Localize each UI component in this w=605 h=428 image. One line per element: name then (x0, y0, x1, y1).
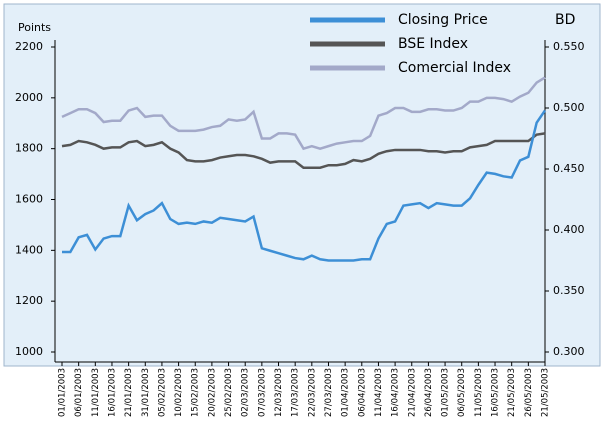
x-tick-label: 16/04/2003 (391, 368, 401, 417)
y2-axis-label: BD (555, 12, 575, 28)
y2-tick-label: 0.350 (553, 284, 585, 297)
x-tick-label: 22/03/2003 (307, 368, 317, 417)
x-tick-label: 16/05/2003 (491, 368, 501, 417)
y-tick-label: 2200 (15, 40, 43, 53)
x-tick-label: 06/04/2003 (357, 368, 367, 417)
y2-tick-label: 0.300 (553, 345, 585, 358)
y-tick-label: 1200 (15, 294, 43, 307)
x-tick-label: 07/03/2003 (257, 368, 267, 417)
x-tick-label: 01/04/2003 (341, 368, 351, 417)
y-tick-label: 1400 (15, 243, 43, 256)
x-tick-label: 01/01/2003 (58, 368, 68, 417)
legend-label: Closing Price (398, 12, 488, 28)
x-tick-label: 25/02/2003 (224, 368, 234, 417)
legend-label: Comercial Index (398, 60, 511, 76)
x-tick-label: 01/05/2003 (441, 368, 451, 417)
y-tick-label: 2000 (15, 91, 43, 104)
legend-label: BSE Index (398, 36, 468, 52)
plot-background (3, 3, 601, 367)
x-tick-label: 20/02/2003 (207, 368, 217, 417)
y-tick-label: 1000 (15, 345, 43, 358)
x-tick-label: 05/02/2003 (157, 368, 167, 417)
x-tick-label: 11/01/2003 (91, 368, 101, 417)
y-tick-label: 1600 (15, 193, 43, 206)
series-line (61, 76, 546, 151)
x-tick-label: 06/05/2003 (457, 368, 467, 417)
y2-tick-label: 0.400 (553, 223, 585, 236)
x-tick-label: 27/03/2003 (324, 368, 334, 417)
series-line (61, 132, 546, 169)
x-tick-label: 26/04/2003 (424, 368, 434, 417)
x-tick-label: 21/05/2003 (507, 368, 517, 417)
x-tick-label: 26/05/2003 (524, 368, 534, 417)
x-tick-label: 10/02/2003 (174, 368, 184, 417)
x-tick-label: 16/01/2003 (107, 368, 117, 417)
y2-tick-label: 0.550 (553, 40, 585, 53)
y2-tick-label: 0.450 (553, 162, 585, 175)
y-axis-label: Points (18, 21, 51, 34)
y-tick-label: 1800 (15, 142, 43, 155)
x-tick-label: 21/01/2003 (124, 368, 134, 417)
x-tick-label: 11/04/2003 (374, 368, 384, 417)
x-tick-label: 21/05/2003 (541, 368, 551, 417)
series-line (62, 109, 547, 262)
x-tick-label: 15/02/2003 (191, 368, 201, 417)
x-tick-label: 12/03/2003 (274, 368, 284, 417)
y2-tick-label: 0.500 (553, 101, 585, 114)
x-tick-label: 11/05/2003 (474, 368, 484, 417)
x-tick-label: 17/03/2003 (291, 368, 301, 417)
x-tick-label: 02/03/2003 (241, 368, 251, 417)
x-tick-label: 31/01/2003 (141, 368, 151, 417)
x-tick-label: 06/01/2003 (74, 368, 84, 417)
x-tick-label: 21/04/2003 (407, 368, 417, 417)
